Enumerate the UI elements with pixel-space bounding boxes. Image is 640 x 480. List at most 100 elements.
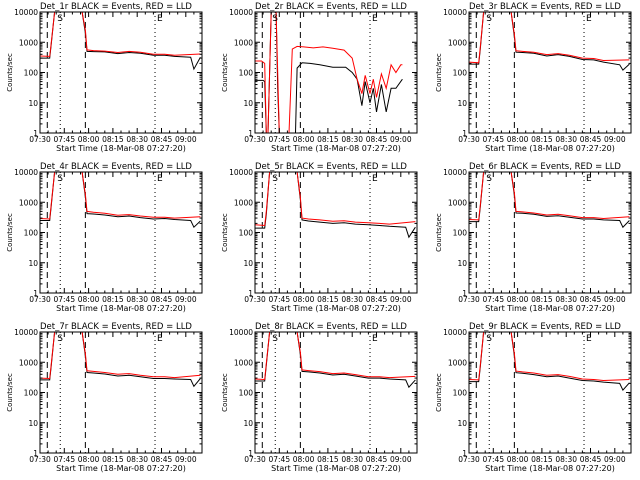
saa-end-marker: E: [372, 334, 378, 344]
panel-2: Det_2r BLACK = Events, RED = LLD S E 1 10 100…: [221, 2, 418, 153]
x-tick-label: 08:30: [341, 135, 363, 144]
x-tick-label: 08:45: [151, 295, 173, 304]
x-tick-label: 08:00: [293, 295, 315, 304]
y-tick-label: 100: [24, 229, 39, 238]
x-tick-label: 09:00: [390, 295, 412, 304]
x-tick-label: 08:00: [507, 135, 529, 144]
saa-end-marker: E: [586, 174, 592, 184]
y-tick-label: 10: [457, 419, 467, 428]
y-tick-label: 10: [243, 99, 253, 108]
x-tick-label: 08:15: [531, 455, 553, 464]
x-tick-label: 07:45: [482, 455, 504, 464]
saa-end-marker: E: [586, 14, 592, 24]
x-tick-label: 08:15: [317, 295, 339, 304]
y-tick-label: 1: [33, 449, 38, 458]
x-tick-label: 07:45: [268, 295, 290, 304]
events-series-line: [40, 172, 201, 229]
x-axis-label: Start Time (18-Mar-08 07:27:20): [271, 144, 401, 153]
x-tick-label: 08:15: [317, 135, 339, 144]
x-tick-label: 08:30: [555, 455, 577, 464]
saa-start-marker: S: [486, 174, 492, 184]
y-tick-label: 100: [453, 69, 468, 78]
panel-title: Det_3r BLACK = Events, RED = LLD: [469, 2, 621, 12]
panel-title: Det_6r BLACK = Events, RED = LLD: [469, 162, 621, 172]
y-tick-label: 1000: [19, 358, 38, 367]
x-tick-label: 08:15: [317, 455, 339, 464]
y-tick-label: 1000: [19, 38, 38, 47]
x-tick-label: 08:00: [507, 295, 529, 304]
x-tick-label: 08:45: [151, 135, 173, 144]
x-tick-label: 08:30: [126, 295, 148, 304]
saa-end-marker: E: [157, 334, 163, 344]
y-tick-label: 1: [248, 129, 253, 138]
x-tick-label: 08:00: [507, 455, 529, 464]
y-tick-label: 1000: [448, 198, 467, 207]
x-axis-label: Start Time (18-Mar-08 07:27:20): [56, 304, 186, 313]
x-tick-label: 08:30: [126, 455, 148, 464]
y-tick-label: 10000: [14, 168, 38, 177]
y-tick-label: 1000: [448, 358, 467, 367]
panel-title: Det_1r BLACK = Events, RED = LLD: [40, 2, 192, 12]
lld-series-line: [255, 172, 416, 227]
y-tick-label: 10000: [229, 168, 253, 177]
y-tick-label: 1: [248, 289, 253, 298]
panel-3: Det_3r BLACK = Events, RED = LLD S E 1 10 100…: [435, 2, 632, 153]
x-axis-label: Start Time (18-Mar-08 07:27:20): [485, 144, 615, 153]
x-tick-label: 08:45: [580, 295, 602, 304]
y-axis-label: Counts/sec: [6, 53, 14, 92]
y-axis-label: Counts/sec: [6, 213, 14, 252]
x-tick-label: 07:45: [53, 455, 75, 464]
saa-start-marker: S: [272, 14, 278, 24]
lld-series-line: [40, 332, 201, 380]
x-tick-label: 09:00: [604, 295, 626, 304]
y-tick-label: 10: [28, 99, 38, 108]
plot-frame: [468, 11, 632, 134]
lld-series-line: [469, 332, 630, 382]
y-tick-label: 100: [239, 389, 254, 398]
x-tick-label: 08:00: [293, 135, 315, 144]
x-tick-label: 08:45: [151, 455, 173, 464]
lld-series-line: [469, 172, 630, 221]
saa-start-marker: S: [57, 174, 63, 184]
x-axis-label: Start Time (18-Mar-08 07:27:20): [485, 304, 615, 313]
x-tick-label: 08:30: [555, 135, 577, 144]
y-axis-label: Counts/sec: [221, 373, 229, 412]
panel-title: Det_4r BLACK = Events, RED = LLD: [40, 162, 192, 172]
y-tick-label: 100: [239, 69, 254, 78]
x-tick-label: 07:30: [29, 135, 51, 144]
lld-series-line: [40, 12, 201, 57]
y-tick-label: 10000: [443, 328, 467, 337]
saa-end-marker: E: [372, 174, 378, 184]
panel-9: Det_9r BLACK = Events, RED = LLD S E 1 10 100…: [435, 322, 632, 473]
x-tick-label: 08:30: [555, 295, 577, 304]
y-tick-label: 10000: [229, 8, 253, 17]
x-axis-label: Start Time (18-Mar-08 07:27:20): [271, 464, 401, 473]
saa-start-marker: S: [272, 334, 278, 344]
x-tick-label: 08:15: [102, 455, 124, 464]
y-axis-label: Counts/sec: [435, 373, 443, 412]
events-series-line: [469, 172, 630, 229]
y-tick-label: 10000: [229, 328, 253, 337]
events-series-line: [469, 332, 630, 391]
panel-8: Det_8r BLACK = Events, RED = LLD S E 1 10 100…: [221, 322, 418, 473]
x-tick-label: 08:00: [78, 295, 100, 304]
saa-end-marker: E: [157, 14, 163, 24]
y-tick-label: 10: [28, 259, 38, 268]
panel-title: Det_5r BLACK = Events, RED = LLD: [255, 162, 407, 172]
x-tick-label: 07:30: [244, 455, 266, 464]
lld-series-line: [255, 12, 403, 133]
x-tick-label: 09:00: [175, 135, 197, 144]
x-tick-label: 08:30: [341, 455, 363, 464]
y-tick-label: 100: [453, 389, 468, 398]
plot-frame: [254, 331, 418, 454]
x-tick-label: 07:30: [29, 455, 51, 464]
plot-frame: [39, 11, 203, 134]
events-series-line: [40, 12, 201, 71]
saa-start-marker: S: [57, 14, 63, 24]
y-tick-label: 10: [457, 259, 467, 268]
y-tick-label: 100: [453, 229, 468, 238]
x-axis-label: Start Time (18-Mar-08 07:27:20): [56, 144, 186, 153]
lld-series-line: [40, 172, 201, 220]
saa-start-marker: S: [272, 174, 278, 184]
y-tick-label: 1000: [234, 38, 253, 47]
